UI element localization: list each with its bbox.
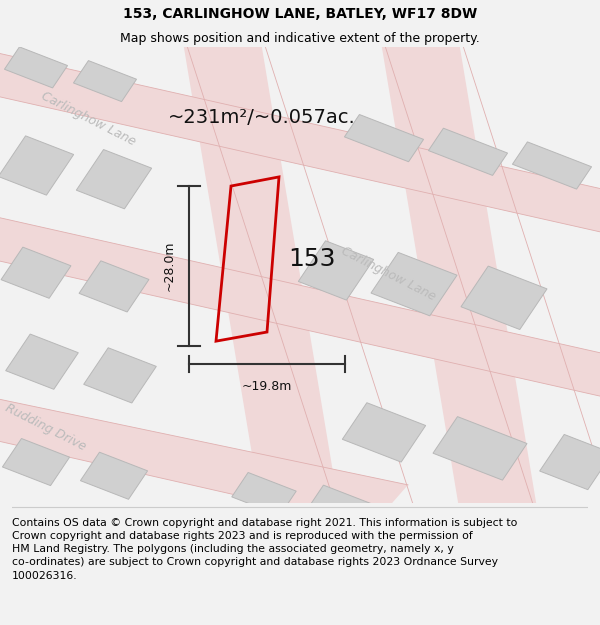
- Text: 153: 153: [288, 247, 335, 271]
- Polygon shape: [539, 434, 600, 489]
- Polygon shape: [0, 204, 600, 409]
- Text: Map shows position and indicative extent of the property.: Map shows position and indicative extent…: [120, 32, 480, 45]
- Text: ~19.8m: ~19.8m: [242, 380, 292, 393]
- Polygon shape: [80, 452, 148, 499]
- Polygon shape: [232, 472, 296, 516]
- Text: Rudding Drive: Rudding Drive: [3, 401, 88, 454]
- Polygon shape: [512, 142, 592, 189]
- Polygon shape: [307, 485, 377, 530]
- Polygon shape: [0, 40, 600, 246]
- Polygon shape: [378, 24, 540, 526]
- Polygon shape: [76, 149, 152, 209]
- Polygon shape: [0, 136, 74, 195]
- Polygon shape: [298, 241, 374, 300]
- Polygon shape: [2, 439, 70, 486]
- Polygon shape: [1, 247, 71, 298]
- Text: 153, CARLINGHOW LANE, BATLEY, WF17 8DW: 153, CARLINGHOW LANE, BATLEY, WF17 8DW: [123, 7, 477, 21]
- Polygon shape: [0, 387, 408, 526]
- Text: ~231m²/~0.057ac.: ~231m²/~0.057ac.: [168, 108, 356, 127]
- Polygon shape: [5, 334, 79, 389]
- Polygon shape: [371, 253, 457, 316]
- Polygon shape: [83, 348, 157, 403]
- Polygon shape: [180, 24, 342, 526]
- Polygon shape: [461, 266, 547, 329]
- Polygon shape: [4, 47, 68, 88]
- Polygon shape: [343, 402, 425, 462]
- Polygon shape: [73, 61, 137, 102]
- Text: ~28.0m: ~28.0m: [163, 241, 176, 291]
- Polygon shape: [428, 128, 508, 176]
- Polygon shape: [79, 261, 149, 312]
- Polygon shape: [433, 417, 527, 480]
- Text: Carlinghow Lane: Carlinghow Lane: [39, 89, 138, 148]
- Polygon shape: [344, 114, 424, 162]
- Text: Carlinghow Lane: Carlinghow Lane: [339, 244, 438, 303]
- Text: Contains OS data © Crown copyright and database right 2021. This information is : Contains OS data © Crown copyright and d…: [12, 518, 517, 581]
